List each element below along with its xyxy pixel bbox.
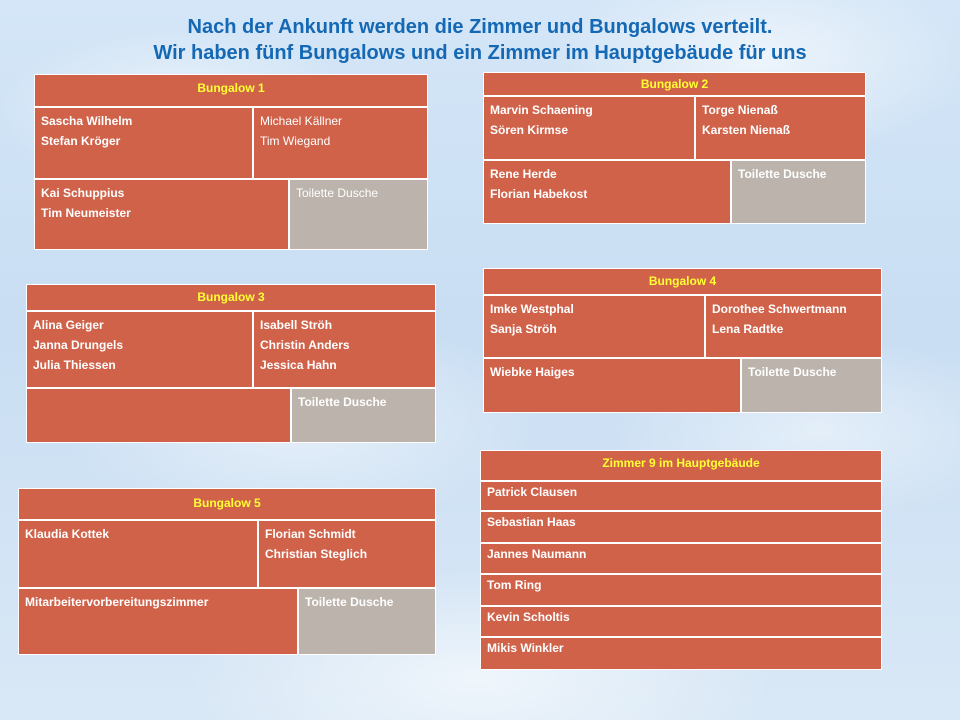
occupant-name: Michael Källner [260,114,343,128]
bungalow-5-room-c: Mitarbeitervorbereitungszimmer [18,588,298,655]
occupant-name: Rene Herde [490,167,557,181]
bungalow-5-heading: Bungalow 5 [18,488,436,520]
occupant-name: Dorothee Schwertmann [712,302,847,316]
occupant-name: Torge Nienaß [702,103,778,117]
occupant-name: Stefan Kröger [41,134,121,148]
occupant-name: Florian Schmidt [265,527,356,541]
occupant-name: Tim Neumeister [41,206,131,220]
bungalow-2-room-a: Marvin Schaening Sören Kirmse [483,96,695,160]
occupant-name: Mitarbeitervorbereitungszimmer [25,595,209,609]
zimmer-9-row: Patrick Clausen [480,481,882,511]
bungalow-5-room-b: Florian Schmidt Christian Steglich [258,520,436,588]
bungalow-3-room-a: Alina Geiger Janna Drungels Julia Thiess… [26,311,253,388]
title-line-1: Nach der Ankunft werden die Zimmer und B… [187,16,773,38]
bungalow-2-room-c: Rene Herde Florian Habekost [483,160,731,224]
bungalow-1-room-b: Michael Källner Tim Wiegand [253,107,428,179]
bungalow-2-bath: Toilette Dusche [731,160,866,224]
bungalow-5-room-a: Klaudia Kottek [18,520,258,588]
occupant-name: Sanja Ströh [490,322,557,336]
occupant-name: Janna Drungels [33,338,124,352]
bungalow-3-bath: Toilette Dusche [291,388,436,443]
zimmer-9-heading: Zimmer 9 im Hauptgebäude [480,450,882,481]
bungalow-4-room-c: Wiebke Haiges [483,358,741,413]
occupant-name: Jessica Hahn [260,358,337,372]
bungalow-4-heading: Bungalow 4 [483,268,882,295]
occupant-name: Florian Habekost [490,187,588,201]
occupant-name: Christin Anders [260,338,350,352]
occupant-name: Alina Geiger [33,318,104,332]
bungalow-5-bath: Toilette Dusche [298,588,436,655]
bungalow-1-heading: Bungalow 1 [34,74,428,107]
bungalow-1-room-a: Sascha Wilhelm Stefan Kröger [34,107,253,179]
zimmer-9-row: Kevin Scholtis [480,606,882,637]
occupant-name: Klaudia Kottek [25,527,110,541]
zimmer-9-row: Sebastian Haas [480,511,882,543]
occupant-name: Isabell Ströh [260,318,333,332]
zimmer-9-row: Mikis Winkler [480,637,882,670]
zimmer-9-row: Jannes Naumann [480,543,882,574]
bungalow-3-heading: Bungalow 3 [26,284,436,311]
occupant-name: Kai Schuppius [41,186,125,200]
occupant-name: Karsten Nienaß [702,123,791,137]
occupant-name: Julia Thiessen [33,358,116,372]
bungalow-1-bath: Toilette Dusche [289,179,428,250]
bungalow-3-room-c [26,388,291,443]
bungalow-4-room-a: Imke Westphal Sanja Ströh [483,295,705,358]
occupant-name: Marvin Schaening [490,103,593,117]
bungalow-4-bath: Toilette Dusche [741,358,882,413]
occupant-name: Imke Westphal [490,302,574,316]
zimmer-9-row: Tom Ring [480,574,882,606]
bungalow-2-room-b: Torge Nienaß Karsten Nienaß [695,96,866,160]
bungalow-2-heading: Bungalow 2 [483,72,866,96]
bungalow-1-room-c: Kai Schuppius Tim Neumeister [34,179,289,250]
occupant-name: Tim Wiegand [260,134,331,148]
occupant-name: Sascha Wilhelm [41,114,133,128]
occupant-name: Sören Kirmse [490,123,569,137]
bungalow-4-room-b: Dorothee Schwertmann Lena Radtke [705,295,882,358]
title-line-2: Wir haben fünf Bungalows und ein Zimmer … [153,42,807,64]
page-title: Nach der Ankunft werden die Zimmer und B… [0,14,960,66]
bungalow-3-room-b: Isabell Ströh Christin Anders Jessica Ha… [253,311,436,388]
occupant-name: Wiebke Haiges [490,365,575,379]
occupant-name: Christian Steglich [265,547,368,561]
occupant-name: Lena Radtke [712,322,784,336]
